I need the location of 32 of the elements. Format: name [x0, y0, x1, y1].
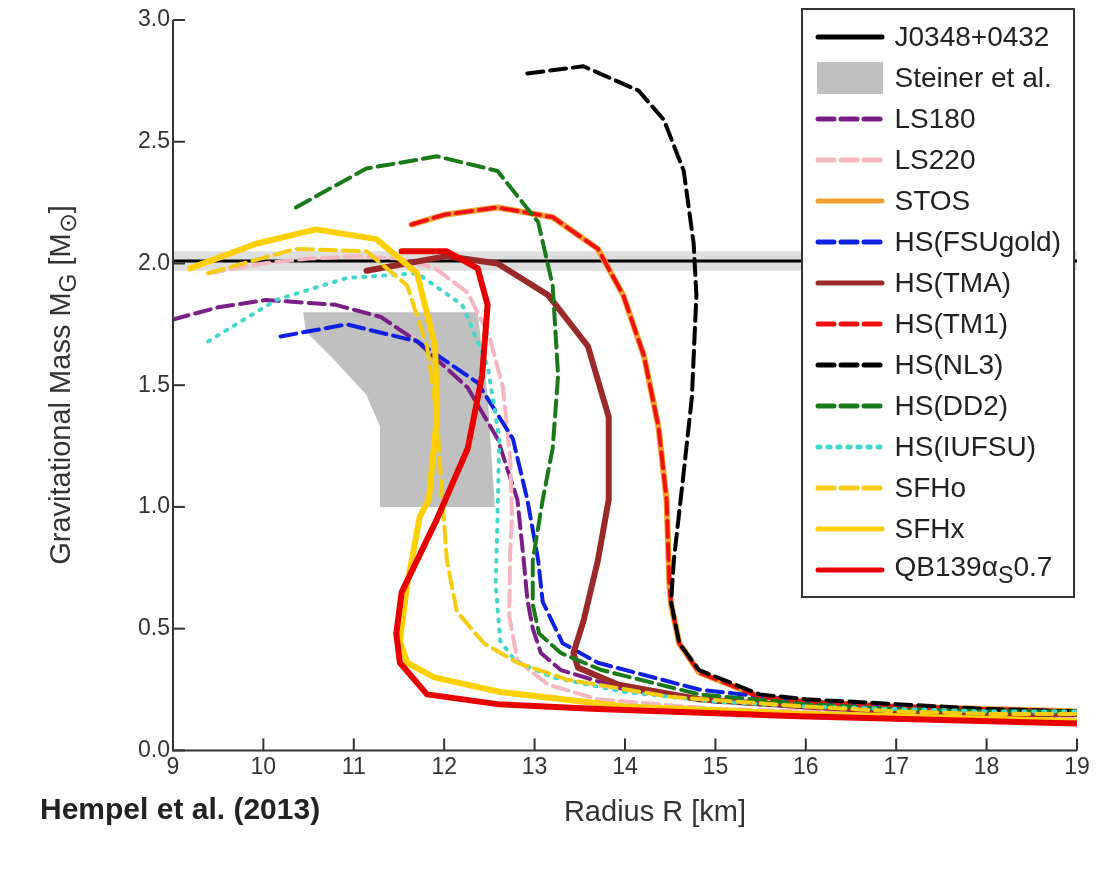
y-tick-label: 0.5 — [137, 614, 170, 641]
x-tick-label: 11 — [341, 752, 366, 779]
legend-label: HS(TM1) — [894, 307, 1009, 340]
x-tick-label: 17 — [883, 752, 909, 779]
x-tick-label: 15 — [702, 752, 729, 779]
y-tick-label: 2.0 — [137, 248, 170, 275]
legend-label: HS(DD2) — [894, 389, 1009, 422]
y-tick-label: 2.5 — [137, 127, 170, 154]
x-tick-label: 14 — [612, 752, 638, 779]
legend-label: SFHx — [894, 512, 965, 545]
legend-label: HS(FSUgold) — [894, 225, 1061, 258]
x-tick-label: 13 — [521, 752, 548, 779]
legend-label: Steiner et al. — [894, 61, 1052, 94]
legend-label: HS(NL3) — [894, 348, 1004, 381]
x-tick-label: 18 — [973, 752, 1000, 779]
x-tick-label: 10 — [250, 752, 277, 779]
x-tick-label: 16 — [793, 752, 819, 779]
x-tick-label: 19 — [1064, 752, 1090, 779]
legend-label: LS220 — [894, 143, 976, 176]
legend-label: STOS — [894, 184, 971, 217]
y-tick-label: 1.5 — [137, 370, 170, 397]
legend-label: QB139α$_{S}$0.7 — [894, 550, 1053, 589]
y-tick-label: 3.0 — [137, 5, 170, 32]
text: Hempel et al. (2013) — [40, 792, 321, 827]
x-tick-label: 12 — [431, 752, 457, 779]
x-axis-title: Radius R [km] — [563, 795, 747, 829]
legend-label: J0348+0432 — [894, 20, 1050, 53]
legend-label: LS180 — [894, 102, 976, 135]
legend-label: HS(IUFSU) — [894, 430, 1037, 463]
legend-label: SFHo — [894, 471, 967, 504]
y-tick-label: 1.0 — [137, 492, 170, 519]
legend-label: HS(TMA) — [894, 266, 1012, 299]
